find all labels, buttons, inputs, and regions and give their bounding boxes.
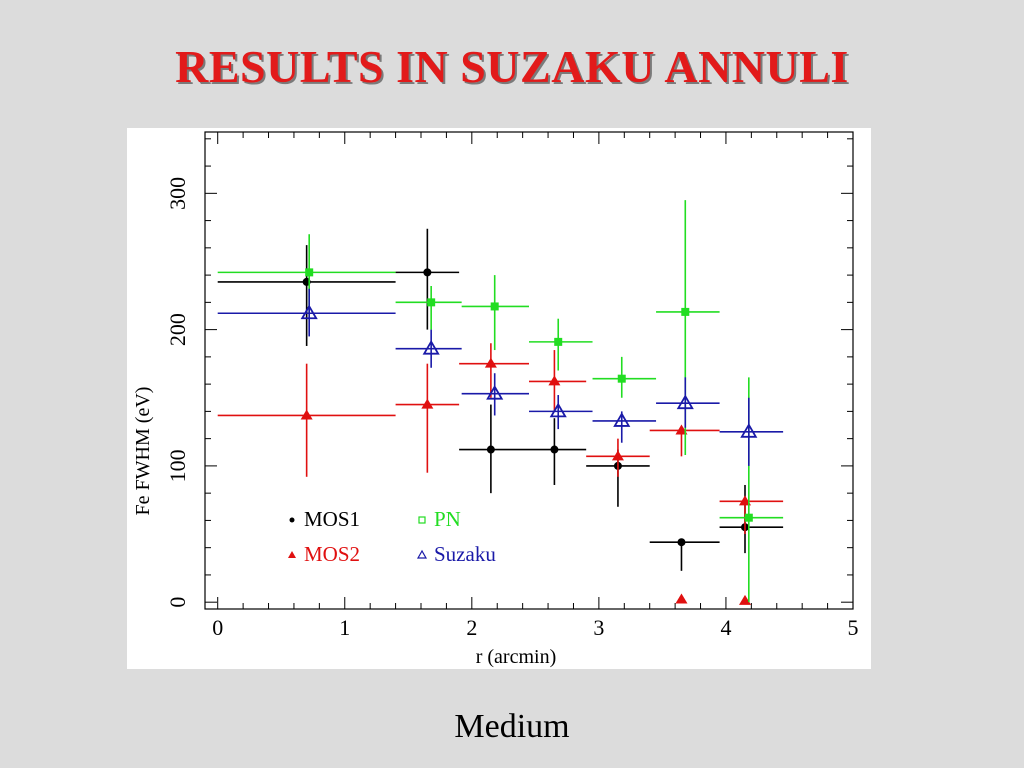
- chart-axes: [204, 131, 854, 610]
- legend-label-mos1: MOS1: [304, 507, 360, 531]
- mos2-point: [675, 593, 688, 604]
- legend-marker: [288, 551, 296, 558]
- chart-legend: MOS1 PN MOS2 Suzaku: [288, 507, 496, 566]
- legend-label-pn: PN: [434, 507, 461, 531]
- pn-point: [744, 513, 753, 522]
- pn-point: [427, 298, 436, 307]
- mos1-point: [677, 538, 686, 547]
- suzaku-point: [740, 423, 758, 438]
- y-tick-label: 300: [165, 177, 190, 210]
- pn-point: [554, 337, 563, 346]
- fwhm-chart: 0 1 2 3 4 5 0 100 200 300 MOS1 PN MOS2 Suzaku r (arc…: [132, 131, 859, 668]
- x-tick-label: 0: [212, 615, 223, 640]
- slide-title: RESULTS IN SUZAKU ANNULI: [175, 41, 849, 92]
- mos2-point: [611, 450, 624, 461]
- chart-ticks: 0 1 2 3 4 5 0 100 200 300: [165, 132, 859, 640]
- plot-frame: [204, 131, 854, 610]
- mos2-point: [421, 398, 434, 409]
- legend-item-pn: PN: [418, 507, 461, 531]
- suzaku-point: [676, 394, 694, 410]
- suzaku-point: [486, 384, 504, 400]
- x-tick-label: 4: [720, 615, 731, 640]
- legend-marker: [289, 517, 295, 523]
- mos1-point: [423, 268, 432, 277]
- series-mos2: [217, 343, 784, 605]
- legend-label-mos2: MOS2: [304, 542, 360, 566]
- legend-marker: [416, 549, 428, 559]
- mos1-point: [550, 445, 559, 454]
- chart-series: [217, 200, 784, 605]
- series-suzaku: [217, 288, 784, 466]
- suzaku-point: [613, 412, 631, 427]
- y-tick-label: 0: [165, 597, 190, 608]
- legend-marker: [418, 516, 426, 524]
- series-mos1: [217, 228, 784, 571]
- pn-point: [490, 302, 499, 311]
- pn-point: [305, 268, 314, 277]
- x-tick-label: 3: [593, 615, 604, 640]
- slide-caption: Medium: [454, 708, 570, 745]
- mos2-point: [484, 357, 497, 368]
- suzaku-point: [422, 339, 440, 355]
- mos1-point: [486, 445, 495, 454]
- y-axis-label: Fe FWHM (eV): [132, 387, 154, 516]
- mos2-point: [675, 424, 688, 435]
- plot-panel: 0 1 2 3 4 5 0 100 200 300 MOS1 PN MOS2 Suzaku r (arc…: [127, 128, 871, 669]
- mos2-point: [300, 409, 313, 420]
- series-pn: [217, 200, 784, 603]
- y-tick-label: 200: [165, 313, 190, 346]
- pn-point: [681, 307, 690, 316]
- x-tick-label: 1: [339, 615, 350, 640]
- mos2-point: [548, 375, 561, 386]
- pn-point: [617, 374, 626, 383]
- x-tick-label: 5: [848, 615, 859, 640]
- legend-item-suzaku: Suzaku: [416, 542, 496, 566]
- x-tick-label: 2: [466, 615, 477, 640]
- legend-item-mos1: MOS1: [289, 507, 360, 531]
- mos2-point: [739, 594, 751, 605]
- y-tick-label: 100: [165, 449, 190, 482]
- suzaku-point: [549, 402, 567, 418]
- legend-item-mos2: MOS2: [288, 542, 360, 566]
- suzaku-point: [300, 304, 318, 320]
- mos2-point: [739, 495, 751, 506]
- x-axis-label: r (arcmin): [476, 646, 557, 668]
- legend-label-suzaku: Suzaku: [434, 542, 496, 566]
